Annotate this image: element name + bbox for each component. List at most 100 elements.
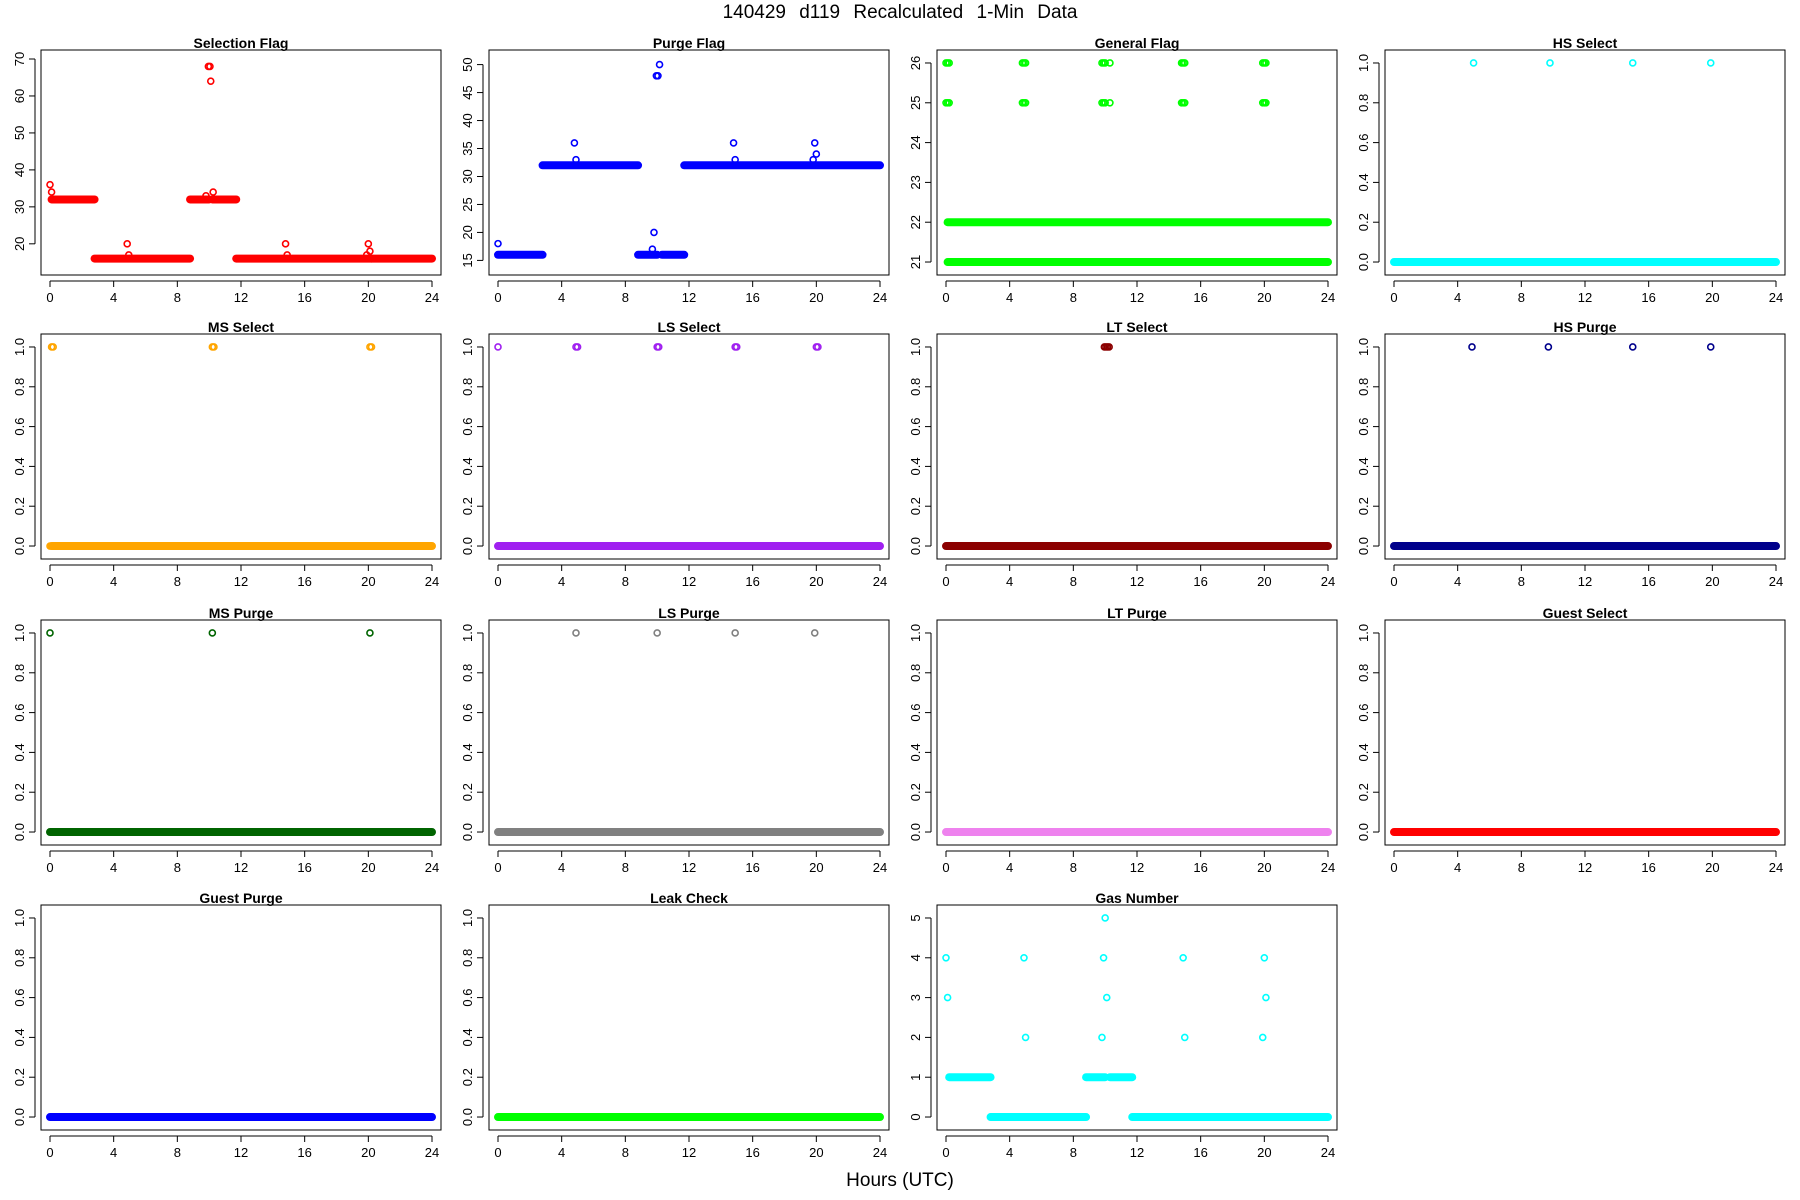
x-tick-label: 0 xyxy=(942,860,949,875)
data-point xyxy=(572,155,580,164)
x-tick-label: 4 xyxy=(110,860,117,875)
data-point xyxy=(1544,343,1553,351)
data-point xyxy=(809,155,817,164)
plot-frame xyxy=(40,49,442,276)
y-tick-label: 0.6 xyxy=(460,704,475,722)
panel-purge-flag: Purge Flag 0 4 8 12 16 20 24 15 20 25 30 35 40 45 50 xyxy=(460,35,890,305)
data-point xyxy=(945,59,953,67)
y-tick-label: 1.0 xyxy=(460,338,475,356)
y-tick-label: 0.0 xyxy=(460,823,475,841)
data-point xyxy=(648,245,657,254)
y-tick-label: 0.2 xyxy=(1356,213,1371,231)
x-tick-label: 16 xyxy=(297,860,311,875)
y-tick-label: 0.8 xyxy=(1356,378,1371,396)
panel-title: Guest Select xyxy=(1543,605,1628,621)
x-tick-label: 0 xyxy=(494,860,501,875)
x-tick-label: 4 xyxy=(1006,290,1013,305)
x-tick-label: 16 xyxy=(297,290,311,305)
x-tick-label: 20 xyxy=(1257,290,1271,305)
x-tick-label: 24 xyxy=(873,860,887,875)
panel-title: LS Select xyxy=(657,319,720,335)
panel-hs-purge: HS Purge 0 4 8 12 16 20 24 0.0 0.2 0.4 0.6 0.8 1.0 xyxy=(1356,319,1786,589)
y-tick-label: 26 xyxy=(908,56,923,70)
data-point xyxy=(209,188,217,196)
y-tick-label: 0.0 xyxy=(908,823,923,841)
x-tick-label: 16 xyxy=(1193,290,1207,305)
x-tick-label: 8 xyxy=(174,860,181,875)
data-point xyxy=(1260,953,1269,962)
x-tick-label: 12 xyxy=(682,860,696,875)
plot-frame xyxy=(1384,49,1786,276)
x-tick-label: 8 xyxy=(622,860,629,875)
y-tick-label: 50 xyxy=(460,57,475,71)
plot-frame xyxy=(488,49,890,276)
y-tick-label: 0.6 xyxy=(12,989,27,1007)
x-tick-label: 24 xyxy=(1321,860,1335,875)
y-tick-label: 0.0 xyxy=(1356,253,1371,271)
x-tick-label: 16 xyxy=(1193,574,1207,589)
data-point xyxy=(1021,98,1030,107)
panel-selection-flag: Selection Flag 0 4 8 12 16 20 24 20 30 40 50 60 70 xyxy=(12,35,442,305)
y-tick-label: 0.8 xyxy=(12,949,27,967)
data-point xyxy=(283,251,291,259)
x-tick-label: 12 xyxy=(1578,290,1592,305)
data-point xyxy=(1180,59,1189,67)
x-tick-label: 4 xyxy=(1006,860,1013,875)
x-tick-label: 0 xyxy=(494,290,501,305)
data-point xyxy=(281,240,290,248)
x-tick-label: 4 xyxy=(1454,860,1461,875)
x-tick-label: 20 xyxy=(809,290,823,305)
x-tick-label: 24 xyxy=(1321,290,1335,305)
data-point xyxy=(1101,98,1109,107)
panel-title: HS Purge xyxy=(1553,319,1616,335)
y-tick-label: 40 xyxy=(12,163,27,177)
y-tick-label: 0.2 xyxy=(12,1068,27,1086)
x-tick-label: 8 xyxy=(622,290,629,305)
y-tick-label: 1.0 xyxy=(12,909,27,927)
x-tick-label: 20 xyxy=(1257,1145,1271,1160)
y-tick-label: 0.4 xyxy=(460,743,475,761)
data-point xyxy=(1628,59,1637,67)
x-tick-label: 0 xyxy=(1390,860,1397,875)
panel-ms-select: MS Select 0 4 8 12 16 20 24 0.0 0.2 0.4 0.6 0.8 1.0 xyxy=(12,319,442,589)
data-point xyxy=(1179,953,1187,962)
data-point xyxy=(1262,98,1270,107)
panel-title: General Flag xyxy=(1095,35,1180,51)
panel-leak-check: Leak Check 0 4 8 12 16 20 24 0.0 0.2 0.4 0.6 0.8 1.0 xyxy=(460,890,890,1160)
data-point xyxy=(1101,59,1109,67)
data-point xyxy=(1546,59,1554,67)
panel-title: HS Select xyxy=(1553,35,1618,51)
data-point xyxy=(653,629,661,637)
data-point xyxy=(1469,59,1478,67)
x-tick-label: 8 xyxy=(1070,290,1077,305)
y-tick-label: 0.8 xyxy=(460,664,475,682)
x-tick-label: 20 xyxy=(361,1145,375,1160)
x-tick-label: 0 xyxy=(46,290,53,305)
x-tick-label: 8 xyxy=(1518,860,1525,875)
x-tick-label: 24 xyxy=(425,860,439,875)
x-tick-label: 12 xyxy=(1578,574,1592,589)
data-point xyxy=(1020,953,1028,962)
x-tick-label: 8 xyxy=(174,290,181,305)
panel-title: LT Select xyxy=(1106,319,1168,335)
y-tick-label: 1.0 xyxy=(1356,338,1371,356)
data-point xyxy=(49,343,57,351)
x-tick-label: 8 xyxy=(1518,290,1525,305)
y-tick-label: 1.0 xyxy=(460,909,475,927)
panel-title: Gas Number xyxy=(1095,890,1179,906)
x-tick-label: 20 xyxy=(1705,574,1719,589)
y-tick-label: 50 xyxy=(12,126,27,140)
data-point xyxy=(206,62,214,71)
data-point xyxy=(1098,1033,1106,1042)
y-tick-label: 0.2 xyxy=(12,497,27,515)
x-tick-label: 16 xyxy=(1641,860,1655,875)
y-tick-label: 24 xyxy=(908,135,923,149)
y-tick-label: 60 xyxy=(12,89,27,103)
plot-frame xyxy=(488,619,890,846)
y-tick-label: 15 xyxy=(460,253,475,267)
x-tick-label: 4 xyxy=(558,574,565,589)
x-tick-label: 16 xyxy=(297,1145,311,1160)
x-tick-label: 0 xyxy=(46,574,53,589)
data-point xyxy=(1628,343,1637,351)
